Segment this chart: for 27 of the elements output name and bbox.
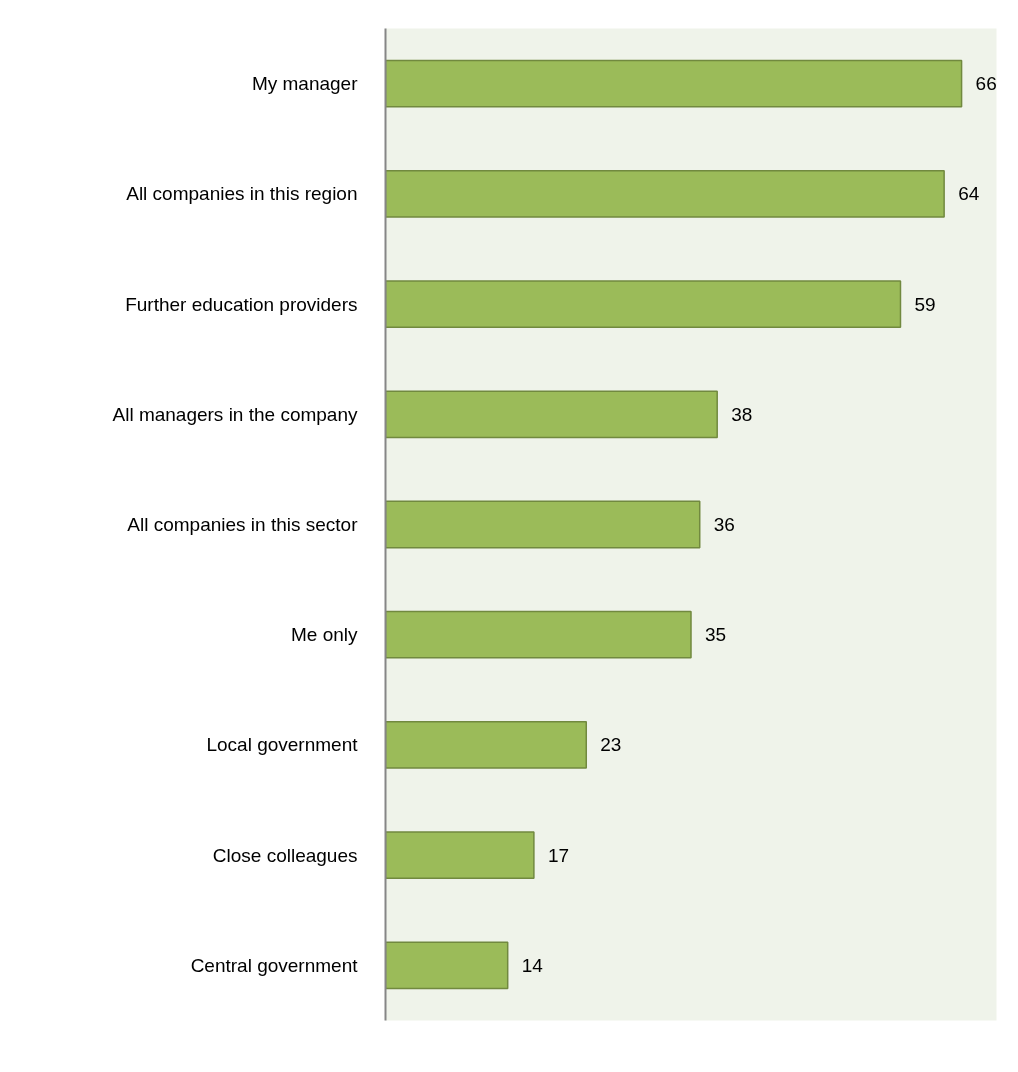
bar bbox=[385, 831, 535, 880]
bar bbox=[385, 390, 718, 439]
data-label: 14 bbox=[521, 954, 544, 976]
y-tick-label: All managers in the company bbox=[112, 403, 358, 425]
bar bbox=[385, 941, 509, 990]
bar bbox=[385, 721, 588, 769]
bar bbox=[385, 500, 701, 549]
y-tick-label: Local government bbox=[206, 734, 359, 756]
data-label: 59 bbox=[914, 293, 936, 315]
data-label: 35 bbox=[705, 624, 727, 646]
bar bbox=[385, 169, 945, 218]
data-label: 38 bbox=[731, 403, 753, 425]
data-label: 23 bbox=[600, 734, 622, 756]
y-tick-label: Me only bbox=[290, 624, 358, 646]
data-label: 36 bbox=[713, 514, 735, 535]
data-label: 64 bbox=[958, 183, 980, 205]
data-label: 66 bbox=[975, 73, 997, 95]
y-tick-label: My manager bbox=[251, 73, 359, 95]
y-tick-label: All companies in this region bbox=[126, 183, 358, 205]
data-label: 17 bbox=[547, 844, 570, 866]
y-tick-label: All companies in this sector bbox=[127, 514, 359, 535]
bar bbox=[385, 610, 692, 659]
y-tick-label: Close colleagues bbox=[212, 844, 358, 866]
bar bbox=[385, 59, 963, 108]
y-tick-label: Further education providers bbox=[125, 293, 358, 315]
y-tick-label: Central government bbox=[190, 954, 359, 976]
bar bbox=[385, 280, 902, 328]
